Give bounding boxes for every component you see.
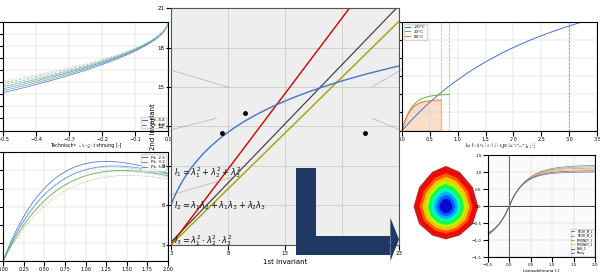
Text: Shear: Shear bbox=[71, 140, 100, 149]
Polygon shape bbox=[391, 218, 399, 261]
X-axis label: Technische Längsdehnung [-]: Technische Längsdehnung [-] bbox=[50, 143, 121, 148]
Polygon shape bbox=[439, 199, 452, 213]
Polygon shape bbox=[431, 188, 461, 222]
Bar bbox=[296, 236, 391, 255]
Polygon shape bbox=[428, 184, 464, 225]
Polygon shape bbox=[425, 180, 467, 228]
Legend: Pk. 4.4, Pk. 6.8: Pk. 4.4, Pk. 6.8 bbox=[141, 117, 166, 128]
Legend: YEOH_M_1, YEOH_M_2, MOONEY_1, MOONEY_2, NHK_1, Prony: YEOH_M_1, YEOH_M_2, MOONEY_1, MOONEY_2, … bbox=[571, 229, 593, 255]
Legend: -20°C, 23°C, 80°C: -20°C, 23°C, 80°C bbox=[404, 24, 427, 40]
Text: Tension: Tension bbox=[481, 10, 518, 19]
Text: $I_2 = \lambda_1\lambda_2 + \lambda_1\lambda_3 + \lambda_2\lambda_3$: $I_2 = \lambda_1\lambda_2 + \lambda_1\la… bbox=[173, 199, 266, 212]
Polygon shape bbox=[419, 173, 473, 234]
Polygon shape bbox=[437, 195, 455, 216]
Text: $I_3 = \lambda_1^2 \cdot \lambda_2^2 \cdot \lambda_3^2$: $I_3 = \lambda_1^2 \cdot \lambda_2^2 \cd… bbox=[173, 233, 232, 248]
Y-axis label: Zugspannung [MPa]: Zugspannung [MPa] bbox=[382, 52, 386, 101]
X-axis label: 1st Invariant: 1st Invariant bbox=[263, 259, 307, 265]
Y-axis label: 2nd Invariant: 2nd Invariant bbox=[151, 103, 157, 150]
X-axis label: Längsdehnung [-]: Längsdehnung [-] bbox=[523, 269, 560, 272]
Polygon shape bbox=[422, 177, 470, 231]
Text: $I_1 = \lambda_1^2 + \lambda_2^2 + \lambda_3^2$: $I_1 = \lambda_1^2 + \lambda_2^2 + \lamb… bbox=[173, 165, 241, 180]
Text: Material Model: Material Model bbox=[464, 140, 535, 149]
Polygon shape bbox=[434, 191, 458, 219]
Legend: Pk. 2.5, Pk. 3.2, Pk. 5.0: Pk. 2.5, Pk. 3.2, Pk. 5.0 bbox=[141, 154, 166, 171]
Polygon shape bbox=[416, 169, 475, 236]
Text: Pressure: Pressure bbox=[65, 10, 106, 19]
X-axis label: Technische Längsdehnung [-]: Technische Längsdehnung [-] bbox=[464, 143, 535, 148]
Polygon shape bbox=[413, 166, 478, 239]
Bar bbox=[296, 168, 316, 246]
